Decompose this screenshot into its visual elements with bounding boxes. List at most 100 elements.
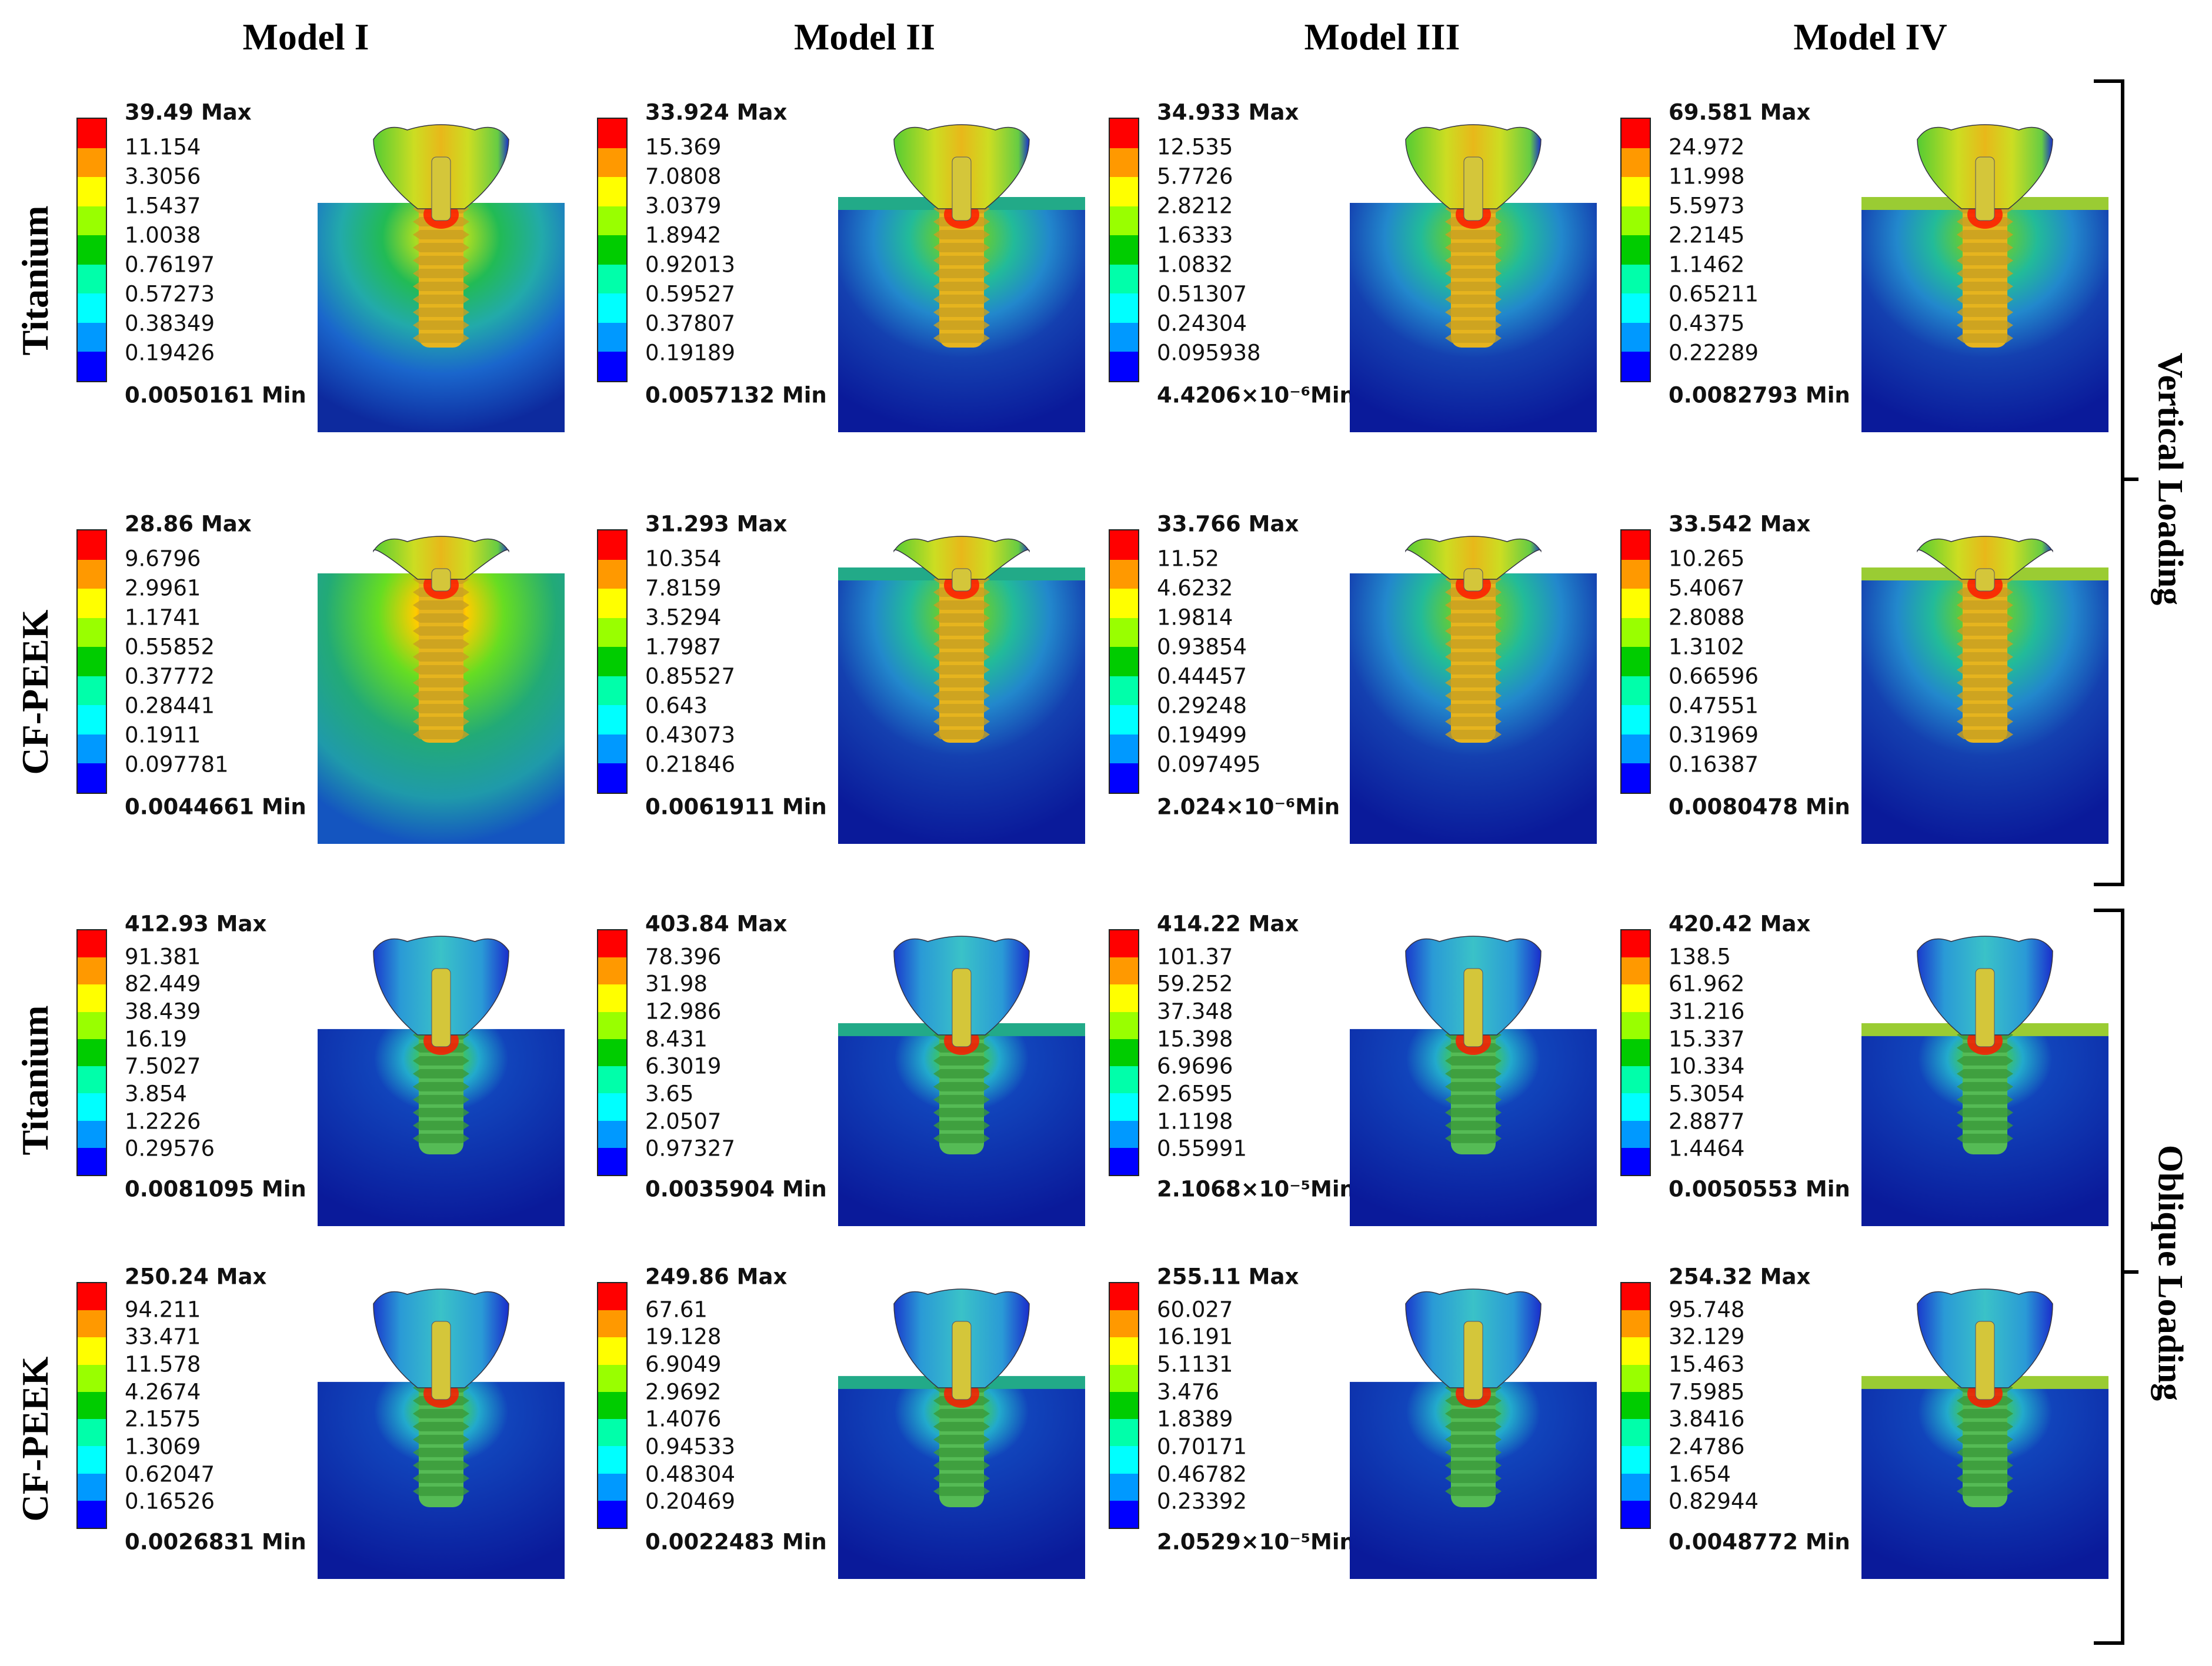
implant-model-contour [1350, 536, 1597, 844]
legend-min-label: 2.1068×10⁻⁵Min [1157, 1176, 1355, 1202]
legend-tick-label: 1.3069 [125, 1434, 201, 1460]
color-scale-segment [598, 235, 626, 265]
color-scale-segment [1622, 322, 1650, 352]
implant-model-contour [1350, 124, 1597, 432]
legend-max-label: 34.933 Max [1157, 99, 1299, 125]
legend-tick-label: 1.6333 [1157, 222, 1233, 248]
color-scale-segment [1110, 763, 1138, 793]
legend-tick-label: 2.8212 [1157, 193, 1233, 219]
legend-tick-label: 7.5985 [1669, 1379, 1745, 1405]
legend-min-label: 0.0048772 Min [1669, 1529, 1850, 1555]
color-scale-segment [1622, 177, 1650, 206]
color-scale-segment [1110, 1391, 1138, 1420]
legend-max-label: 254.32 Max [1669, 1264, 1811, 1290]
color-scale-segment [78, 1011, 106, 1039]
color-scale-segment [598, 957, 626, 985]
color-scale-segment [598, 1039, 626, 1067]
legend-tick-label: 1.2226 [125, 1109, 201, 1134]
legend-tick-label: 10.354 [645, 546, 722, 572]
legend-tick-label: 94.211 [125, 1297, 201, 1323]
color-scale-segment [78, 559, 106, 589]
legend-tick-label: 0.85527 [645, 663, 736, 689]
legend-tick-label: 19.128 [645, 1324, 722, 1350]
color-scale-segment [1622, 1147, 1650, 1175]
legend-tick-label: 82.449 [125, 971, 201, 997]
color-scale-segment [1110, 293, 1138, 323]
legend-tick-label: 6.9696 [1157, 1053, 1233, 1079]
stress-panel: 31.293 Max 10.354 7.8159 3.5294 1.7987 0.8552… [597, 512, 1085, 856]
oblique-bracket-mid-tick [2123, 1270, 2138, 1274]
legend-tick-label: 24.972 [1669, 134, 1745, 160]
legend-min-label: 0.0022483 Min [645, 1529, 827, 1555]
color-scale-segment [78, 589, 106, 618]
color-scale-segment [1622, 148, 1650, 178]
implant-model-contour [318, 536, 565, 844]
legend-tick-label: 3.854 [125, 1081, 187, 1107]
legend-tick-label: 12.535 [1157, 134, 1233, 160]
color-scale-segment [78, 1419, 106, 1447]
legend-tick-label: 38.439 [125, 999, 201, 1024]
color-scale-segment [598, 352, 626, 381]
stress-panel: 403.84 Max 78.396 31.98 12.986 8.431 6.3019 3.… [597, 912, 1085, 1238]
color-scale-bar [597, 1282, 628, 1529]
color-scale-bar [597, 118, 628, 382]
stress-panel: 69.581 Max 24.972 11.998 5.5973 2.2145 1.1462… [1620, 100, 2108, 444]
color-scale-segment [78, 1364, 106, 1392]
color-scale-segment [78, 617, 106, 647]
legend-max-label: 255.11 Max [1157, 1264, 1299, 1290]
color-scale-segment [598, 530, 626, 560]
legend-tick-label: 1.5437 [125, 193, 201, 219]
color-scale-segment [1622, 1066, 1650, 1094]
legend-tick-label: 0.37772 [125, 663, 215, 689]
vertical-bracket-mid-tick [2123, 478, 2138, 481]
color-scale-segment [78, 957, 106, 985]
legend-tick-label: 5.1131 [1157, 1351, 1233, 1377]
implant-model-contour [1861, 1288, 2108, 1579]
legend-tick-label: 91.381 [125, 944, 201, 970]
legend-tick-label: 1.4076 [645, 1406, 722, 1432]
color-scale-bar [597, 929, 628, 1176]
color-scale-segment [1110, 148, 1138, 178]
legend-tick-label: 1.3102 [1669, 634, 1745, 660]
legend-tick-label: 11.154 [125, 134, 201, 160]
legend-min-label: 2.0529×10⁻⁵Min [1157, 1529, 1355, 1555]
legend-tick-label: 0.16526 [125, 1488, 215, 1514]
legend-tick-label: 32.129 [1669, 1324, 1745, 1350]
color-scale-segment [598, 1473, 626, 1501]
legend-tick-label: 0.4375 [1669, 311, 1745, 336]
color-scale-segment [1110, 322, 1138, 352]
legend-tick-label: 31.216 [1669, 999, 1745, 1024]
color-scale-segment [78, 984, 106, 1012]
color-scale-bar [1109, 118, 1139, 382]
implant-model-contour [838, 124, 1085, 432]
legend-tick-label: 1.1462 [1669, 252, 1745, 278]
legend-tick-label: 0.29248 [1157, 693, 1247, 719]
color-scale-segment [1622, 119, 1650, 148]
color-scale-segment [1110, 530, 1138, 560]
color-scale-segment [1622, 617, 1650, 647]
color-scale-bar [1109, 929, 1139, 1176]
color-scale-segment [1110, 984, 1138, 1012]
legend-min-label: 0.0057132 Min [645, 382, 827, 408]
legend-tick-label: 2.8088 [1669, 605, 1745, 630]
color-scale-segment [1110, 1093, 1138, 1121]
legend-tick-label: 4.2674 [125, 1379, 201, 1405]
legend-tick-label: 5.7726 [1157, 163, 1233, 189]
legend-tick-label: 2.0507 [645, 1109, 722, 1134]
color-scale-segment [1110, 1364, 1138, 1392]
stress-panel: 34.933 Max 12.535 5.7726 2.8212 1.6333 1.0832… [1109, 100, 1597, 444]
legend-min-label: 0.0061911 Min [645, 794, 827, 820]
color-scale-segment [1622, 1500, 1650, 1528]
legend-tick-label: 16.19 [125, 1026, 187, 1052]
legend-tick-label: 0.97327 [645, 1136, 736, 1161]
color-scale-segment [1110, 930, 1138, 958]
legend-tick-label: 7.5027 [125, 1053, 201, 1079]
color-scale-segment [78, 734, 106, 764]
color-scale-segment [1622, 1093, 1650, 1121]
color-scale-segment [1110, 1446, 1138, 1474]
legend-tick-label: 1.1741 [125, 605, 201, 630]
color-scale-segment [1622, 930, 1650, 958]
color-scale-segment [1110, 1283, 1138, 1311]
color-scale-segment [598, 705, 626, 734]
legend-tick-label: 0.66596 [1669, 663, 1759, 689]
